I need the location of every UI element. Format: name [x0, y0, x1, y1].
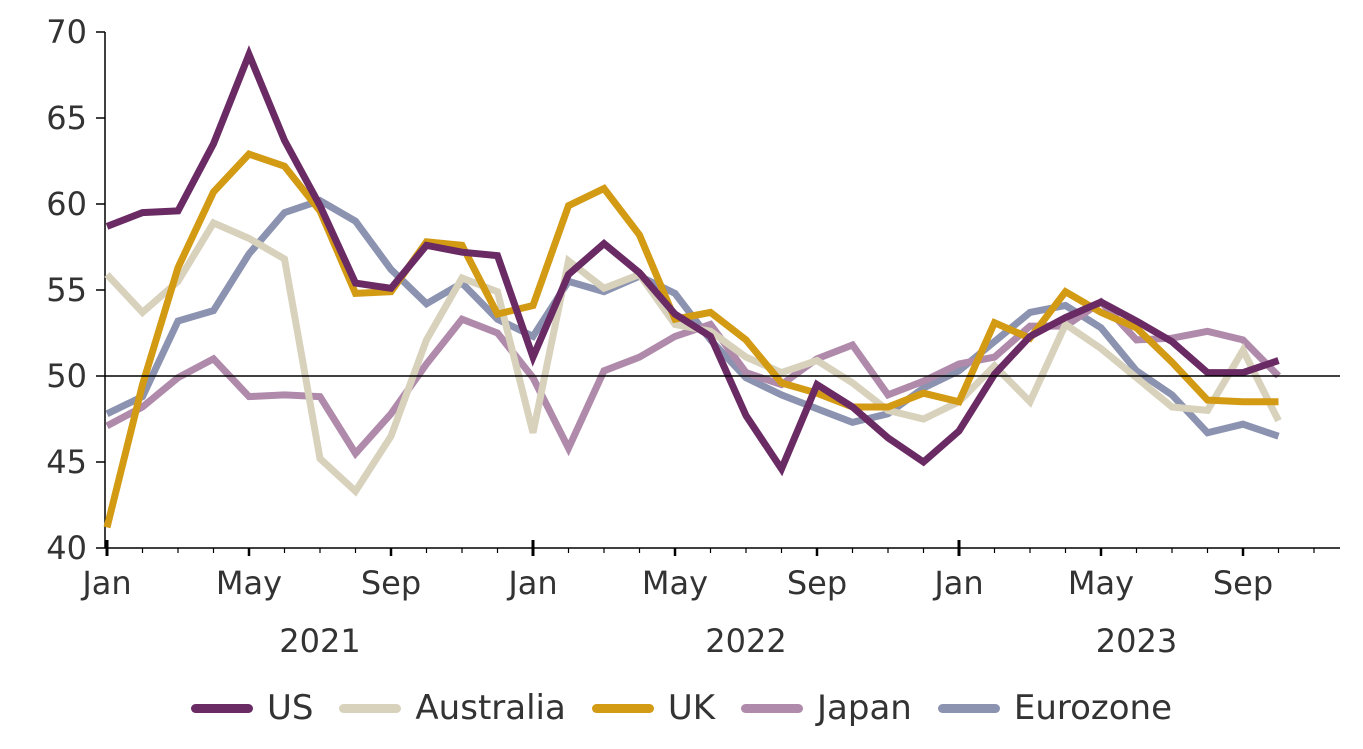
- legend-item-uk: UK: [591, 688, 716, 728]
- legend-item-us: US: [190, 688, 314, 728]
- x-tick-label: Jan: [80, 564, 131, 602]
- y-tick-label: 70: [46, 13, 87, 51]
- series-line-uk: [103, 150, 1279, 529]
- y-tick-label: 65: [46, 99, 87, 137]
- legend-item-eurozone: Eurozone: [937, 688, 1173, 728]
- y-tick-label: 40: [46, 529, 87, 567]
- line-chart: 40 45 50 55 60 65 70 Jan May Sep Jan May Sep Jan May Se…: [46, 13, 1340, 660]
- series-line-us: [105, 45, 1280, 477]
- x-tick-label: May: [642, 564, 708, 602]
- y-tick-label: 55: [46, 271, 87, 309]
- legend-item-japan: Japan: [741, 691, 912, 725]
- legend-label: UK: [667, 688, 716, 728]
- legend-swatch: [937, 703, 1000, 713]
- y-tick-label: 50: [46, 357, 87, 395]
- x-tick-label: Sep: [787, 564, 847, 602]
- legend-swatch: [190, 703, 253, 713]
- x-tick-label: Jan: [932, 564, 983, 602]
- x-year-label: 2021: [279, 622, 360, 660]
- series-line-australia: [104, 218, 1282, 497]
- x-year-label: 2022: [705, 622, 786, 660]
- x-tick-label: Sep: [1213, 564, 1273, 602]
- legend-label: US: [266, 688, 314, 728]
- legend-swatch: [339, 703, 402, 713]
- x-year-label: 2023: [1096, 622, 1177, 660]
- legend-item-australia: Australia: [339, 688, 566, 728]
- legend-label: Eurozone: [1013, 688, 1173, 728]
- legend-swatch: [741, 703, 804, 713]
- legend-label: Japan: [817, 688, 912, 728]
- x-tick-label: May: [1068, 564, 1134, 602]
- y-tick-label: 45: [46, 443, 87, 481]
- x-tick-label: Sep: [361, 564, 421, 602]
- y-tick-label: 60: [46, 185, 87, 223]
- x-tick-label: May: [216, 564, 282, 602]
- chart-legend: US Australia UK Japan Eurozone: [0, 680, 1363, 736]
- legend-label: Australia: [415, 688, 566, 728]
- x-tick-label: Jan: [506, 564, 557, 602]
- legend-swatch: [591, 703, 654, 713]
